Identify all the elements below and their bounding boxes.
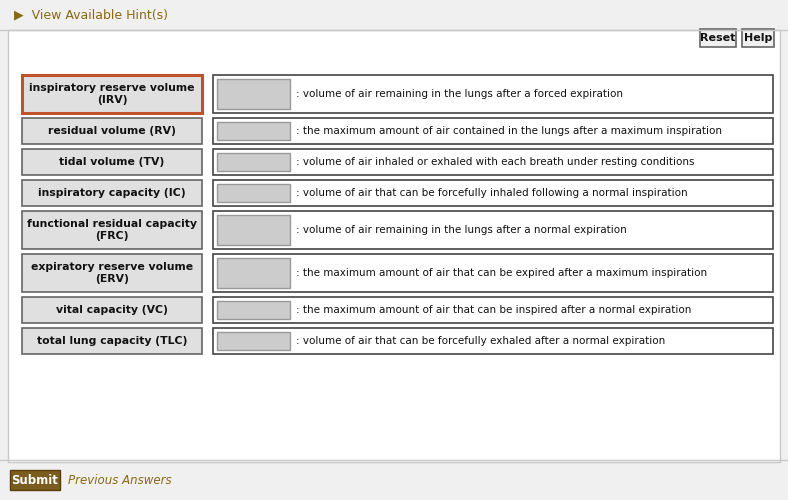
FancyBboxPatch shape — [213, 211, 773, 249]
Text: inspiratory reserve volume
(IRV): inspiratory reserve volume (IRV) — [29, 83, 195, 105]
Text: Submit: Submit — [12, 474, 58, 486]
FancyBboxPatch shape — [8, 30, 780, 462]
Text: : volume of air remaining in the lungs after a forced expiration: : volume of air remaining in the lungs a… — [296, 89, 623, 99]
FancyBboxPatch shape — [700, 29, 736, 47]
FancyBboxPatch shape — [22, 180, 202, 206]
FancyBboxPatch shape — [217, 184, 290, 202]
FancyBboxPatch shape — [213, 297, 773, 323]
FancyBboxPatch shape — [217, 332, 290, 350]
FancyBboxPatch shape — [217, 153, 290, 171]
Text: tidal volume (TV): tidal volume (TV) — [59, 157, 165, 167]
Text: total lung capacity (TLC): total lung capacity (TLC) — [37, 336, 188, 346]
Text: : the maximum amount of air that can be inspired after a normal expiration: : the maximum amount of air that can be … — [296, 305, 691, 315]
Text: : the maximum amount of air contained in the lungs after a maximum inspiration: : the maximum amount of air contained in… — [296, 126, 722, 136]
FancyBboxPatch shape — [217, 301, 290, 319]
FancyBboxPatch shape — [742, 29, 774, 47]
Text: functional residual capacity
(FRC): functional residual capacity (FRC) — [27, 219, 197, 241]
FancyBboxPatch shape — [22, 254, 202, 292]
FancyBboxPatch shape — [22, 297, 202, 323]
Text: : volume of air that can be forcefully inhaled following a normal inspiration: : volume of air that can be forcefully i… — [296, 188, 688, 198]
Text: inspiratory capacity (IC): inspiratory capacity (IC) — [38, 188, 186, 198]
FancyBboxPatch shape — [213, 75, 773, 113]
FancyBboxPatch shape — [213, 180, 773, 206]
FancyBboxPatch shape — [217, 215, 290, 245]
Text: : volume of air remaining in the lungs after a normal expiration: : volume of air remaining in the lungs a… — [296, 225, 626, 235]
FancyBboxPatch shape — [217, 79, 290, 109]
Text: Previous Answers: Previous Answers — [68, 474, 172, 486]
FancyBboxPatch shape — [217, 122, 290, 140]
FancyBboxPatch shape — [213, 149, 773, 175]
FancyBboxPatch shape — [213, 118, 773, 144]
Text: Reset: Reset — [701, 33, 736, 43]
FancyBboxPatch shape — [213, 254, 773, 292]
FancyBboxPatch shape — [22, 118, 202, 144]
FancyBboxPatch shape — [22, 328, 202, 354]
Text: : volume of air inhaled or exhaled with each breath under resting conditions: : volume of air inhaled or exhaled with … — [296, 157, 694, 167]
FancyBboxPatch shape — [213, 328, 773, 354]
Text: vital capacity (VC): vital capacity (VC) — [56, 305, 168, 315]
Text: expiratory reserve volume
(ERV): expiratory reserve volume (ERV) — [31, 262, 193, 284]
Text: : the maximum amount of air that can be expired after a maximum inspiration: : the maximum amount of air that can be … — [296, 268, 707, 278]
FancyBboxPatch shape — [22, 211, 202, 249]
FancyBboxPatch shape — [10, 470, 60, 490]
Text: ▶  View Available Hint(s): ▶ View Available Hint(s) — [14, 8, 168, 22]
FancyBboxPatch shape — [217, 258, 290, 288]
FancyBboxPatch shape — [22, 149, 202, 175]
Text: residual volume (RV): residual volume (RV) — [48, 126, 176, 136]
Text: : volume of air that can be forcefully exhaled after a normal expiration: : volume of air that can be forcefully e… — [296, 336, 665, 346]
FancyBboxPatch shape — [22, 75, 202, 113]
Text: Help: Help — [744, 33, 772, 43]
